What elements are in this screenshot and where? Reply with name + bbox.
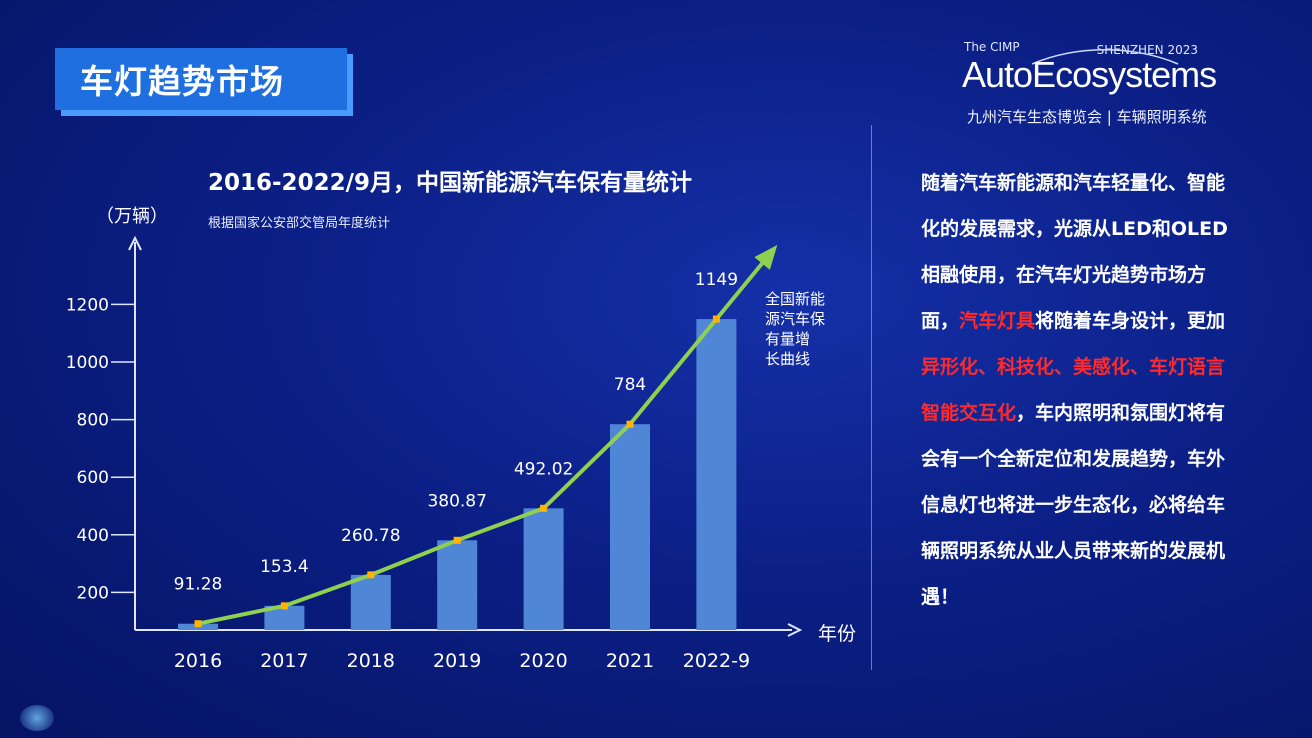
description-text: 随着汽车新能源和汽车轻量化、智能化的发展需求，光源从LED和OLED相融使用，在… <box>921 160 1241 620</box>
cimp-logo: The CIMP SHENZHEN 2023 AutoEcosystems 九州… <box>960 38 1240 128</box>
bar <box>523 508 564 630</box>
bar <box>696 319 737 630</box>
trend-arrowhead <box>754 244 778 270</box>
logo-prefix: The CIMP <box>964 40 1020 54</box>
bar-chart: 200 400 600 800 1000 1200 91.28 2016 153.4 2017 26… <box>66 235 856 672</box>
highlight-trends: 异形化、科技化、美感化、车灯语言智能交互化 <box>921 356 1226 424</box>
data-label: 784 <box>614 375 646 395</box>
y-tick-label: 800 <box>77 411 109 431</box>
x-tick-label: 2017 <box>260 650 308 672</box>
x-tick-label: 2018 <box>347 650 395 672</box>
bar <box>610 424 650 630</box>
data-label: 91.28 <box>174 575 223 595</box>
y-tick-label: 200 <box>77 583 109 603</box>
x-tick-label: 2016 <box>174 650 222 672</box>
trend-marker <box>453 536 461 544</box>
logo-city: SHENZHEN 2023 <box>1096 43 1198 57</box>
title-banner: 车灯趋势市场 <box>55 48 347 110</box>
trend-marker <box>712 315 720 323</box>
page-title: 车灯趋势市场 <box>80 62 284 101</box>
data-label: 260.78 <box>341 526 400 546</box>
logo-tagline: 九州汽车生态博览会 | 车辆照明系统 <box>967 108 1207 126</box>
description-part-3: ，车内照明和氛围灯将有会有一个全新定位和发展趋势，车外信息灯也将进一步生态化，必… <box>921 402 1226 608</box>
light-glow <box>20 705 54 731</box>
trend-label: 有量增 <box>765 330 810 348</box>
trend-label: 长曲线 <box>765 350 810 368</box>
chart-title: 2016-2022/9月，中国新能源汽车保有量统计 <box>208 170 692 196</box>
trend-marker <box>626 420 634 428</box>
data-label: 492.02 <box>514 459 573 479</box>
y-tick-label: 1200 <box>66 295 109 315</box>
y-tick-label: 1000 <box>66 353 109 373</box>
data-label: 153.4 <box>260 557 309 577</box>
x-axis-label: 年份 <box>818 623 856 645</box>
x-tick-label: 2021 <box>606 650 654 672</box>
description-part-2: 将随着车身设计，更加 <box>1035 310 1226 332</box>
bar <box>437 540 478 630</box>
data-label: 380.87 <box>427 491 486 511</box>
data-label: 1149 <box>695 270 738 290</box>
trend-marker <box>194 620 202 628</box>
bar <box>350 574 391 630</box>
trend-marker <box>367 571 375 579</box>
vertical-divider <box>871 125 872 670</box>
trend-label: 全国新能 <box>765 290 825 308</box>
x-axis-arrow <box>787 623 803 637</box>
car-outline-icon <box>1031 49 1179 65</box>
trend-marker <box>280 602 288 610</box>
description-part-1: 随着汽车新能源和汽车轻量化、智能化的发展需求，光源从LED和OLED相融使用，在… <box>921 172 1228 332</box>
x-tick-label: 2022-9 <box>683 650 750 672</box>
x-tick-label: 2019 <box>433 650 481 672</box>
chart-subtitle: 根据国家公安部交管局年度统计 <box>208 216 391 231</box>
trend-line <box>197 248 776 626</box>
trend-marker <box>540 504 548 512</box>
y-tick-label: 400 <box>77 526 109 546</box>
y-axis-arrow <box>128 235 142 251</box>
trend-label: 源汽车保 <box>765 310 825 328</box>
y-tick-label: 600 <box>77 468 109 488</box>
logo-brand: AutoEcosystems <box>962 54 1217 95</box>
y-axis-unit: （万辆） <box>96 206 168 227</box>
x-tick-label: 2020 <box>519 650 567 672</box>
highlight-lamps: 汽车灯具 <box>959 310 1036 332</box>
